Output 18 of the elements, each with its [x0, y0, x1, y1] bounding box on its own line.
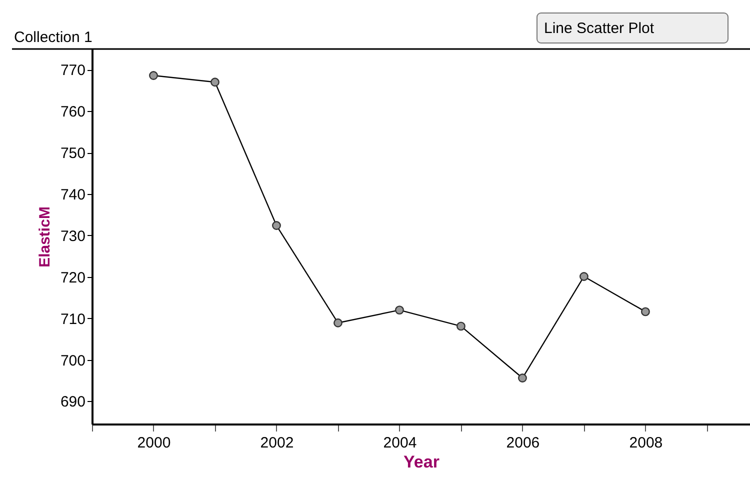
y-tick-label: 760: [60, 104, 86, 121]
y-tick-label: 740: [60, 186, 86, 204]
x-axis-title: Year: [404, 452, 440, 472]
x-tick-label: 2004: [383, 434, 417, 452]
x-tick-label: 2002: [260, 434, 294, 452]
chart-title: Collection 1: [14, 29, 92, 46]
y-tick-label: 770: [60, 62, 86, 80]
y-tick-label: 700: [60, 352, 86, 370]
y-tick-label: 730: [60, 228, 86, 245]
y-tick-label: 720: [60, 269, 86, 286]
x-tick-label: 2008: [629, 434, 663, 452]
y-tick-label: 710: [60, 310, 86, 328]
y-tick-label: 750: [60, 145, 86, 162]
text: Line Scatter Plot: [544, 20, 655, 37]
y-axis-title: ElasticM: [36, 206, 54, 268]
x-tick-label: 2000: [137, 434, 171, 452]
y-tick-label: 690: [60, 394, 86, 411]
x-tick-label: 2006: [506, 434, 540, 452]
